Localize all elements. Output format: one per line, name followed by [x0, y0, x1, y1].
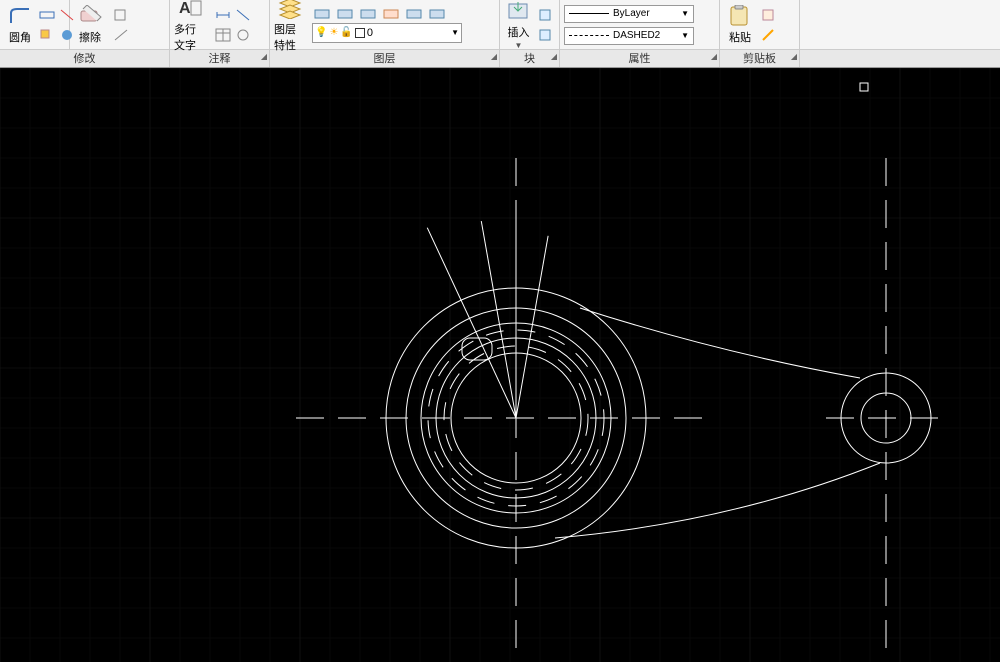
- layer-color-swatch: [355, 28, 365, 38]
- layer-tool-6[interactable]: [427, 7, 449, 21]
- paste-button[interactable]: 粘贴: [724, 4, 756, 45]
- group-annotate: A 多行文字: [170, 0, 270, 49]
- paste-label: 粘贴: [729, 29, 751, 45]
- drawing-canvas[interactable]: [0, 68, 1000, 662]
- chevron-down-icon: ▼: [515, 41, 523, 50]
- group-properties: ByLayer ▼ DASHED2 ▼: [560, 0, 720, 49]
- insert-label: 插入: [508, 24, 530, 40]
- group-block: 插入 ▼: [500, 0, 560, 49]
- block-tool-1[interactable]: [537, 6, 555, 24]
- linetype-value-2: DASHED2: [613, 30, 677, 41]
- layer-tool-3[interactable]: [358, 7, 380, 21]
- cad-drawing: [0, 68, 1000, 662]
- group-modify: 圆角: [0, 0, 70, 49]
- layer-tool-5[interactable]: [404, 7, 426, 21]
- group-layers: 图层特性 💡 ☀ 🔓 0 ▼: [270, 0, 500, 49]
- stretch-icon[interactable]: [38, 6, 56, 24]
- clip-tool-2[interactable]: [760, 26, 778, 44]
- expand-icon[interactable]: ◢: [791, 48, 797, 66]
- block-tool-2[interactable]: [537, 26, 555, 44]
- panel-label-clipboard: 剪贴板 ◢: [720, 50, 800, 67]
- insert-button[interactable]: 插入 ▼: [504, 0, 533, 50]
- panel-label-annotate: 注释 ◢: [170, 50, 270, 67]
- ribbon-toolbar: 圆角 擦除 A 多行文字: [0, 0, 1000, 50]
- layer-tool-1[interactable]: [312, 7, 334, 21]
- chevron-down-icon: ▼: [681, 9, 689, 18]
- linetype-dropdown-1[interactable]: ByLayer ▼: [564, 5, 694, 23]
- fillet-button[interactable]: 圆角: [4, 4, 36, 45]
- layer-tool-4[interactable]: [381, 7, 403, 21]
- svg-text:A: A: [179, 0, 191, 17]
- panel-label-modify: 修改: [0, 50, 170, 67]
- layer-props-button[interactable]: 图层特性: [274, 0, 306, 53]
- layer-props-label: 图层特性: [274, 21, 306, 53]
- layer-name: 0: [367, 27, 449, 39]
- panel-label-layers: 图层 ◢: [270, 50, 500, 67]
- panel-label-properties: 属性 ◢: [560, 50, 720, 67]
- linetype-dropdown-2[interactable]: DASHED2 ▼: [564, 27, 694, 45]
- copy-icon[interactable]: [38, 26, 56, 44]
- anno-icon-4[interactable]: [234, 26, 252, 44]
- dim-icon-1[interactable]: [214, 6, 232, 24]
- expand-icon[interactable]: ◢: [261, 48, 267, 66]
- lock-icon: 🔓: [340, 27, 352, 38]
- fillet-label: 圆角: [9, 29, 31, 45]
- sun-icon: ☀: [329, 27, 338, 38]
- erase-label: 擦除: [79, 29, 101, 45]
- layer-tools-row: [312, 7, 462, 21]
- expand-icon[interactable]: ◢: [711, 48, 717, 66]
- group-erase: 擦除: [70, 0, 170, 49]
- group-clipboard: 粘贴: [720, 0, 800, 49]
- mtext-button[interactable]: A 多行文字: [174, 0, 206, 53]
- expand-icon[interactable]: ◢: [551, 48, 557, 66]
- chevron-down-icon: ▼: [681, 31, 689, 40]
- expand-icon[interactable]: ◢: [491, 48, 497, 66]
- table-icon[interactable]: [214, 26, 232, 44]
- lightbulb-icon: 💡: [315, 27, 327, 38]
- mtext-label: 多行文字: [174, 21, 206, 53]
- clip-tool-1[interactable]: [760, 6, 778, 24]
- erase-button[interactable]: 擦除: [74, 4, 106, 45]
- layer-dropdown[interactable]: 💡 ☀ 🔓 0 ▼: [312, 23, 462, 43]
- ribbon-panel-labels: 修改 注释 ◢ 图层 ◢ 块 ◢ 属性 ◢ 剪贴板 ◢: [0, 50, 1000, 68]
- linetype-value-1: ByLayer: [613, 8, 677, 19]
- mod-small-1[interactable]: [112, 6, 130, 24]
- chevron-down-icon: ▼: [451, 28, 459, 37]
- mod-small-2[interactable]: [112, 26, 130, 44]
- panel-label-block: 块 ◢: [500, 50, 560, 67]
- layer-tool-2[interactable]: [335, 7, 357, 21]
- dim-icon-2[interactable]: [234, 6, 252, 24]
